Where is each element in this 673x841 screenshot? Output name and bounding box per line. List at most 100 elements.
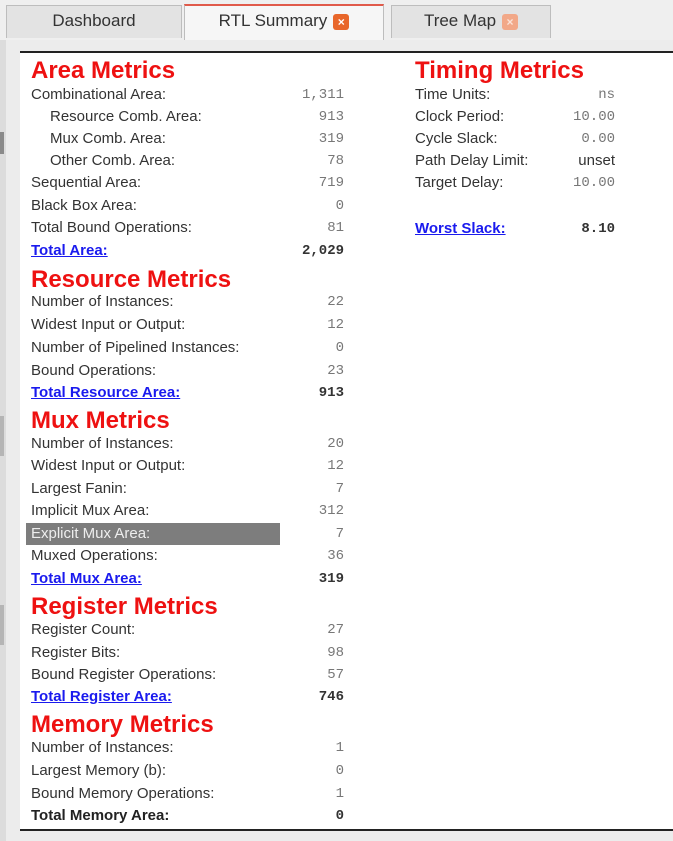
memory-row: Number of Instances: 1 (31, 737, 344, 759)
metric-value: 719 (318, 175, 344, 191)
metric-value: 0 (335, 763, 344, 779)
metric-label: Mux Comb. Area: (50, 130, 166, 147)
register-row: Register Bits: 98 (31, 642, 344, 664)
edge-marker (0, 605, 4, 645)
total-value: 0 (335, 808, 344, 824)
edge-marker (0, 416, 4, 456)
timing-row: Cycle Slack: 0.00 (415, 128, 615, 150)
total-value: 746 (318, 689, 344, 705)
resource-row: Number of Pipelined Instances: 0 (31, 337, 344, 359)
total-area-link[interactable]: Total Area: (31, 242, 108, 259)
metric-label: Largest Fanin: (31, 480, 127, 497)
resource-metrics-heading: Resource Metrics (31, 266, 232, 293)
metric-label: Total Bound Operations: (31, 219, 192, 236)
metric-label: Widest Input or Output: (31, 316, 186, 333)
metric-label: Register Bits: (31, 644, 121, 661)
worst-slack-link[interactable]: Worst Slack: (415, 220, 506, 237)
tab-tree-map[interactable]: Tree Map × (391, 5, 551, 38)
register-row: Bound Register Operations: 57 (31, 664, 344, 686)
timing-total-row: Worst Slack: 8.10 (415, 218, 615, 240)
right-column: Timing Metrics Time Units: ns Clock Peri… (415, 53, 615, 253)
timing-row: Clock Period: 10.00 (415, 106, 615, 128)
rtl-summary-pane: Area Metrics Combinational Area: 1,311 R… (20, 53, 673, 829)
metric-value: 20 (327, 436, 344, 452)
area-row: Other Comb. Area: 78 (31, 150, 344, 172)
metric-value: 23 (327, 363, 344, 379)
timing-row: Path Delay Limit: unset (415, 150, 615, 172)
mux-row: Widest Input or Output: 12 (31, 455, 344, 477)
metric-label: Largest Memory (b): (31, 762, 167, 779)
metric-value: 1 (335, 786, 344, 802)
metric-value: 0.00 (581, 131, 615, 147)
metric-label: Bound Operations: (31, 362, 157, 379)
resource-row: Number of Instances: 22 (31, 291, 344, 313)
metric-value: 1,311 (301, 87, 344, 103)
metric-value: ns (598, 87, 615, 103)
tab-label: Dashboard (52, 11, 136, 30)
mux-total-row: Total Mux Area: 319 (31, 568, 344, 590)
metric-label: Number of Instances: (31, 435, 174, 452)
total-memory-area-label: Total Memory Area: (31, 807, 170, 824)
resource-row: Widest Input or Output: 12 (31, 314, 344, 336)
mux-row: Implicit Mux Area: 312 (31, 500, 344, 522)
area-row: Total Bound Operations: 81 (31, 217, 344, 239)
metric-label: Clock Period: (415, 108, 505, 125)
mux-row: Number of Instances: 20 (31, 433, 344, 455)
resource-total-row: Total Resource Area: 913 (31, 382, 344, 404)
total-value: 913 (318, 385, 344, 401)
area-row: Resource Comb. Area: 913 (31, 106, 344, 128)
register-metrics-heading: Register Metrics (31, 593, 218, 620)
metric-value: 0 (335, 198, 344, 214)
total-resource-area-link[interactable]: Total Resource Area: (31, 384, 181, 401)
tab-bar: Dashboard RTL Summary × Tree Map × (0, 0, 673, 40)
metric-label: Explicit Mux Area: (26, 523, 280, 545)
left-edge (0, 40, 6, 841)
metric-label: Number of Instances: (31, 293, 174, 310)
metric-label: Muxed Operations: (31, 547, 158, 564)
metric-value: 0 (335, 340, 344, 356)
metric-label: Implicit Mux Area: (31, 502, 150, 519)
resource-row: Bound Operations: 23 (31, 360, 344, 382)
register-row: Register Count: 27 (31, 619, 344, 641)
tab-dashboard[interactable]: Dashboard (6, 5, 182, 38)
metric-value: 319 (318, 131, 344, 147)
metric-value: 7 (335, 481, 344, 497)
metric-value: 22 (327, 294, 344, 310)
metric-label: Time Units: (415, 86, 491, 103)
mux-row-selected[interactable]: Explicit Mux Area: 7 (26, 523, 344, 545)
timing-row: Time Units: ns (415, 84, 615, 106)
close-icon[interactable]: × (333, 13, 350, 30)
metric-value: 312 (318, 503, 344, 519)
metric-label: Register Count: (31, 621, 136, 638)
metric-label: Other Comb. Area: (50, 152, 176, 169)
metric-value: 10.00 (572, 175, 615, 191)
metric-label: Bound Register Operations: (31, 666, 217, 683)
metric-label: Widest Input or Output: (31, 457, 186, 474)
metric-value: 81 (327, 220, 344, 236)
metric-label: Number of Pipelined Instances: (31, 339, 240, 356)
metric-value: 10.00 (572, 109, 615, 125)
metric-value: unset (578, 152, 615, 169)
area-total-row: Total Area: 2,029 (31, 240, 344, 262)
metric-value: 78 (327, 153, 344, 169)
metric-label: Number of Instances: (31, 739, 174, 756)
memory-row: Bound Memory Operations: 1 (31, 783, 344, 805)
area-row: Combinational Area: 1,311 (31, 84, 344, 106)
mux-metrics-heading: Mux Metrics (31, 407, 170, 434)
memory-metrics-heading: Memory Metrics (31, 711, 214, 738)
area-row: Mux Comb. Area: 319 (31, 128, 344, 150)
metric-value: 913 (318, 109, 344, 125)
tab-rtl-summary[interactable]: RTL Summary × (184, 4, 384, 40)
metric-label: Path Delay Limit: (415, 152, 529, 169)
metric-value: 27 (327, 622, 344, 638)
total-register-area-link[interactable]: Total Register Area: (31, 688, 172, 705)
metric-label: Resource Comb. Area: (50, 108, 202, 125)
total-value: 8.10 (581, 221, 615, 237)
area-row: Sequential Area: 719 (31, 172, 344, 194)
close-icon[interactable]: × (502, 13, 519, 30)
metric-value: 1 (335, 740, 344, 756)
mux-row: Muxed Operations: 36 (31, 545, 344, 567)
metric-value: 98 (327, 645, 344, 661)
metric-label: Combinational Area: (31, 86, 167, 103)
total-mux-area-link[interactable]: Total Mux Area: (31, 570, 142, 587)
